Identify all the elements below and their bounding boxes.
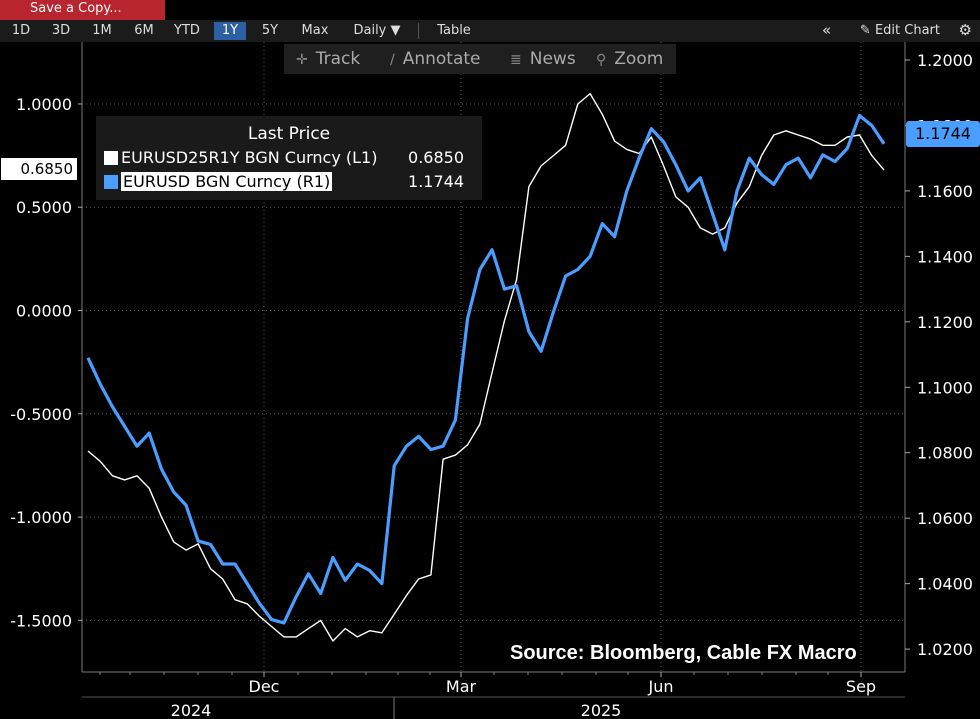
- legend-box: Last Price EURUSD25R1Y BGN Curncy (L1) 0…: [96, 116, 482, 200]
- frequency-dropdown[interactable]: Daily ▼: [353, 23, 401, 38]
- series-line-eurusd: [86, 114, 886, 625]
- track-label: Track: [315, 49, 361, 69]
- edit-chart-button[interactable]: ✎ Edit Chart: [860, 22, 940, 40]
- range-1m-button[interactable]: 1M: [92, 23, 112, 38]
- legend-value: 0.6850: [408, 148, 464, 167]
- annotate-label: Annotate: [402, 49, 481, 69]
- x-axis-ticks: Dec Mar Jun Sep 2024 2025: [99, 672, 876, 719]
- zoom-label: Zoom: [614, 49, 664, 69]
- right-tick-label: 1.1600: [917, 182, 973, 201]
- range-ytd-button[interactable]: YTD: [174, 23, 200, 38]
- right-tick-label: 1.1400: [917, 247, 973, 266]
- right-tick-label: 1.1200: [917, 313, 973, 332]
- legend-swatch-white: [104, 151, 118, 165]
- right-last-value-tag: 1.1744: [906, 121, 980, 147]
- right-tick-label: 1.2000: [917, 51, 973, 70]
- chart-tools-bar: ✛ Track ∕ Annotate ≣ News ⚲ Zoom: [284, 44, 676, 74]
- legend-title: Last Price: [247, 124, 331, 144]
- left-tick-label: -1.5000: [10, 611, 72, 630]
- range-5y-button[interactable]: 5Y: [261, 23, 279, 38]
- x-tick-label: Jun: [648, 677, 674, 696]
- legend-swatch-blue: [104, 175, 118, 189]
- left-tick-label: -1.0000: [10, 508, 72, 527]
- right-tick-label: 1.1000: [917, 378, 973, 397]
- range-toolbar: 1D 3D 1M 6M YTD 1Y 5Y Max Daily ▼ Table …: [0, 20, 980, 42]
- news-button[interactable]: ≣ News: [510, 48, 576, 71]
- source-note: Source: Bloomberg, Cable FX Macro: [510, 642, 857, 664]
- range-1d-button[interactable]: 1D: [11, 23, 31, 38]
- gear-icon[interactable]: ⚙: [958, 21, 972, 39]
- annotate-button[interactable]: ∕ Annotate: [390, 48, 481, 71]
- x-tick-label: Dec: [249, 677, 280, 696]
- year-label: 2025: [581, 701, 622, 719]
- table-button[interactable]: Table: [437, 23, 471, 38]
- series-lines: [86, 92, 886, 642]
- left-axis-ticks: 1.0000 0.5000 0.0000 -0.5000 -1.0000 -1.5000: [10, 95, 82, 630]
- legend-label: EURUSD BGN Curncy (R1): [121, 172, 333, 191]
- right-tick-label: 1.0600: [917, 509, 973, 528]
- magnifier-icon: ⚲: [596, 52, 607, 68]
- edit-chart-label: Edit Chart: [874, 23, 940, 38]
- left-tick-label: -0.5000: [10, 405, 72, 424]
- range-6m-button[interactable]: 6M: [134, 23, 154, 38]
- news-icon: ≣: [510, 52, 522, 68]
- range-1y-button[interactable]: 1Y: [214, 22, 246, 40]
- news-label: News: [529, 49, 576, 69]
- right-tick-label: 1.0800: [917, 444, 973, 463]
- x-tick-label: Sep: [846, 677, 876, 696]
- left-tick-label: 1.0000: [16, 95, 72, 114]
- pencil-icon: ✎: [859, 23, 875, 38]
- right-tick-label: 1.0400: [917, 575, 973, 594]
- save-copy-button[interactable]: Save a Copy...: [0, 0, 165, 20]
- left-tick-label: 0.0000: [16, 302, 72, 321]
- range-max-button[interactable]: Max: [301, 23, 329, 38]
- legend-label: EURUSD25R1Y BGN Curncy (L1): [121, 148, 378, 167]
- left-tick-label: 0.5000: [16, 198, 72, 217]
- pen-icon: ∕: [390, 52, 395, 68]
- legend-value: 1.1744: [408, 172, 464, 191]
- zoom-button[interactable]: ⚲ Zoom: [596, 48, 663, 71]
- crosshair-icon: ✛: [296, 52, 308, 68]
- year-label: 2024: [171, 701, 212, 719]
- track-button[interactable]: ✛ Track: [296, 48, 360, 71]
- right-tick-label: 1.0200: [917, 640, 973, 659]
- legend-row-eurusd25r1y[interactable]: EURUSD25R1Y BGN Curncy (L1) 0.6850: [104, 148, 474, 168]
- collapse-chevron-icon[interactable]: «: [822, 21, 832, 39]
- series-line-eurusd25r1y: [87, 92, 885, 642]
- left-last-value-tag: 0.6850: [1, 158, 77, 180]
- top-bar: Save a Copy...: [0, 0, 980, 20]
- toolbar-divider: [418, 23, 419, 39]
- x-tick-label: Mar: [446, 677, 477, 696]
- range-3d-button[interactable]: 3D: [51, 23, 71, 38]
- legend-row-eurusd[interactable]: EURUSD BGN Curncy (R1) 1.1744: [104, 172, 474, 192]
